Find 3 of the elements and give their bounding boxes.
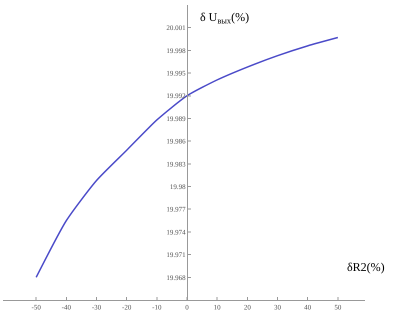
line-series: [35, 36, 339, 278]
x-axis-title: δR2(%): [347, 260, 385, 274]
y-axis-title: δ U$_{вых}$(%): [200, 10, 250, 26]
